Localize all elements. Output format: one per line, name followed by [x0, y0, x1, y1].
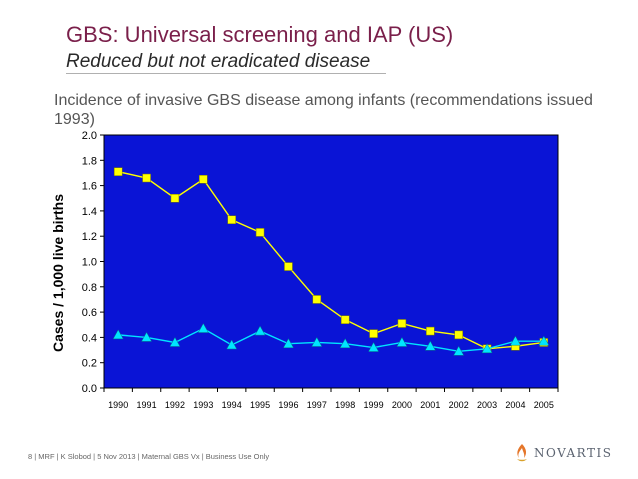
series-1-point — [312, 295, 322, 304]
x-tick-label: 1991 — [137, 400, 157, 410]
slide-title: GBS: Universal screening and IAP (US) — [66, 22, 454, 47]
y-tick-label: 1.0 — [82, 257, 97, 269]
y-tick-label: 1.2 — [82, 231, 97, 243]
series-2-point — [226, 339, 238, 350]
series-1-point — [170, 194, 180, 203]
series-2-point — [197, 323, 209, 333]
series-1-line — [118, 171, 544, 350]
series-1-point — [397, 319, 407, 328]
series-1-point — [199, 175, 208, 184]
series-1-point — [340, 315, 350, 324]
series-1-point — [284, 262, 293, 271]
series-2-point — [510, 335, 521, 346]
series-2-point — [453, 345, 465, 356]
novartis-flame-icon — [517, 444, 527, 462]
series-2-point — [396, 336, 408, 347]
slide-subtitle: Reduced but not eradicated disease — [66, 51, 371, 72]
y-tick-label: 1.6 — [82, 181, 97, 193]
series-1-point — [426, 326, 435, 336]
series-2-point — [339, 338, 351, 348]
y-tick-label: 0.4 — [82, 332, 97, 344]
chart-description: Incidence of invasive GBS disease among … — [54, 92, 593, 128]
series-1-point — [255, 228, 265, 237]
y-tick-label: 0.8 — [82, 282, 97, 294]
x-tick-label: 1992 — [165, 400, 185, 410]
series-1-point — [113, 167, 123, 176]
y-tick-label: 0.6 — [82, 307, 97, 319]
x-tick-label: 1996 — [278, 400, 298, 410]
series-1-point — [142, 173, 151, 183]
series-2-point — [169, 336, 181, 347]
series-2-point — [254, 325, 266, 336]
series-2-point — [141, 331, 152, 342]
series-2-line — [118, 327, 544, 353]
x-tick-label: 1998 — [335, 400, 355, 410]
x-tick-label: 1994 — [222, 400, 242, 410]
x-tick-label: 1999 — [364, 400, 384, 410]
x-tick-label: 2001 — [420, 400, 440, 410]
series-2-point — [283, 338, 294, 348]
x-tick-label: 2002 — [449, 400, 469, 410]
novartis-logo: NOVARTIS — [514, 443, 612, 463]
series-2-point — [311, 336, 323, 347]
series-2-point — [424, 340, 436, 351]
incidence-line-chart: 0.0 0.2 0.4 0.6 0.8 1.0 1.2 1.4 1.6 1.8 2.0 1990 199… — [82, 130, 559, 410]
series-2-point — [112, 329, 124, 340]
x-tick-label: 2005 — [534, 400, 554, 410]
series-1-point — [454, 330, 463, 340]
x-tick-label: 1993 — [193, 400, 213, 410]
x-tick-label: 2003 — [477, 400, 497, 410]
x-tick-label: 1995 — [250, 400, 270, 410]
y-tick-label: 1.4 — [82, 206, 97, 218]
x-tick-label: 1990 — [108, 400, 128, 410]
series-1-point — [227, 215, 236, 225]
series-2-point — [481, 343, 493, 354]
y-tick-label: 1.8 — [82, 155, 97, 167]
footer-text: 8 | MRF | K Slobod | 5 Nov 2013 | Matern… — [28, 452, 270, 461]
x-tick-label: 2004 — [505, 400, 525, 410]
novartis-wordmark: NOVARTIS — [534, 446, 613, 460]
x-tick-label: 1997 — [307, 400, 327, 410]
y-tick-label: 0.2 — [82, 358, 97, 370]
series-2-point — [368, 342, 379, 352]
y-tick-label: 0.0 — [82, 383, 97, 395]
series-2-point — [538, 335, 550, 346]
title-divider — [66, 73, 386, 74]
y-tick-label: 2.0 — [82, 130, 97, 142]
series-1-point — [369, 329, 378, 338]
x-tick-label: 2000 — [392, 400, 412, 410]
